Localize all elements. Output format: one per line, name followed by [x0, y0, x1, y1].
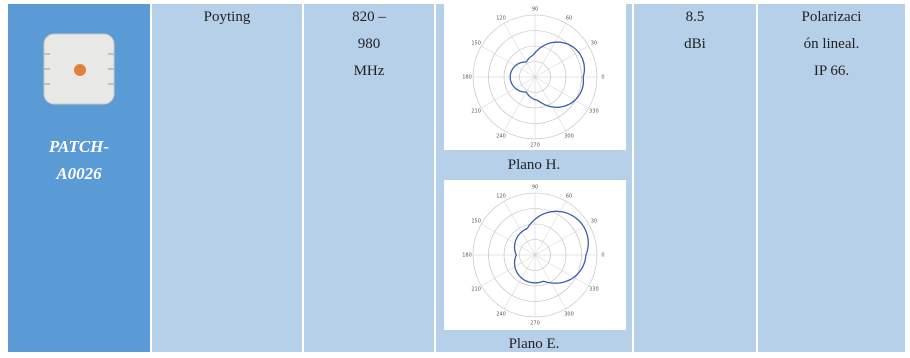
notes-line: ón lineal. — [803, 36, 860, 52]
polar-spoke — [534, 76, 589, 109]
notes-line: IP 66. — [813, 63, 850, 79]
polar-spoke — [503, 201, 536, 256]
angle-label: 60 — [566, 194, 572, 200]
angle-label: 120 — [496, 16, 506, 22]
frequency-line: 820 – — [352, 9, 386, 25]
plot-caption: Plano E. — [508, 336, 560, 352]
polar-spoke — [534, 254, 589, 287]
angle-label: 210 — [471, 109, 481, 115]
type: Poyting — [203, 9, 251, 25]
polar-spoke — [534, 254, 567, 309]
angle-label: 0 — [601, 253, 604, 259]
angle-label: 180 — [462, 253, 472, 259]
plot-caption: Plano H. — [507, 157, 561, 173]
angle-label: 240 — [496, 311, 506, 317]
angle-label: 150 — [471, 41, 481, 47]
frequency-cell: 820 – 980 MHz — [304, 4, 434, 352]
polar-spoke — [481, 254, 536, 287]
polar-spoke — [534, 76, 567, 131]
angle-label: 150 — [471, 219, 481, 225]
angle-label: 30 — [591, 41, 597, 47]
angle-label: 30 — [591, 219, 597, 225]
type-cell: Poyting — [152, 4, 302, 352]
antenna-image — [43, 33, 115, 105]
gain-cell: 8.5 dBi — [634, 4, 756, 352]
model-line: A0026 — [56, 164, 102, 183]
model-line: PATCH- — [48, 137, 110, 156]
angle-label: 210 — [471, 287, 481, 293]
gain-line: 8.5 — [685, 9, 705, 25]
polar-spoke — [503, 76, 536, 131]
angle-label: 0 — [601, 75, 604, 81]
pattern-curve — [513, 210, 589, 284]
angle-label: 330 — [589, 109, 599, 115]
polar-spoke — [481, 76, 536, 109]
polar-spoke — [481, 45, 536, 78]
angle-label: 270 — [530, 321, 540, 327]
angle-label: 90 — [532, 185, 538, 191]
angle-label: 240 — [496, 133, 506, 139]
polar-spoke — [503, 254, 536, 309]
angle-label: 90 — [532, 7, 538, 13]
frequency-line: MHz — [353, 63, 385, 79]
angle-label: 270 — [530, 143, 540, 149]
notes-cell: Polarizaci ón lineal. IP 66. — [758, 4, 905, 352]
angle-label: 300 — [564, 133, 574, 139]
polar-spoke — [503, 23, 536, 78]
polar-spoke — [534, 201, 567, 256]
model-cell: PATCH- A0026 — [8, 4, 150, 352]
polar-spoke — [481, 223, 536, 256]
frequency-line: 980 — [357, 36, 381, 52]
angle-label: 180 — [462, 75, 472, 81]
gain-line: dBi — [684, 36, 706, 52]
angle-label: 300 — [564, 311, 574, 317]
angle-label: 60 — [566, 16, 572, 22]
polar-spoke — [534, 23, 567, 78]
polar-spoke — [534, 45, 589, 78]
notes-line: Polarizaci — [801, 9, 862, 25]
polar-spoke — [534, 223, 589, 256]
pattern-curve — [509, 41, 586, 108]
angle-label: 330 — [589, 287, 599, 293]
angle-label: 120 — [496, 194, 506, 200]
